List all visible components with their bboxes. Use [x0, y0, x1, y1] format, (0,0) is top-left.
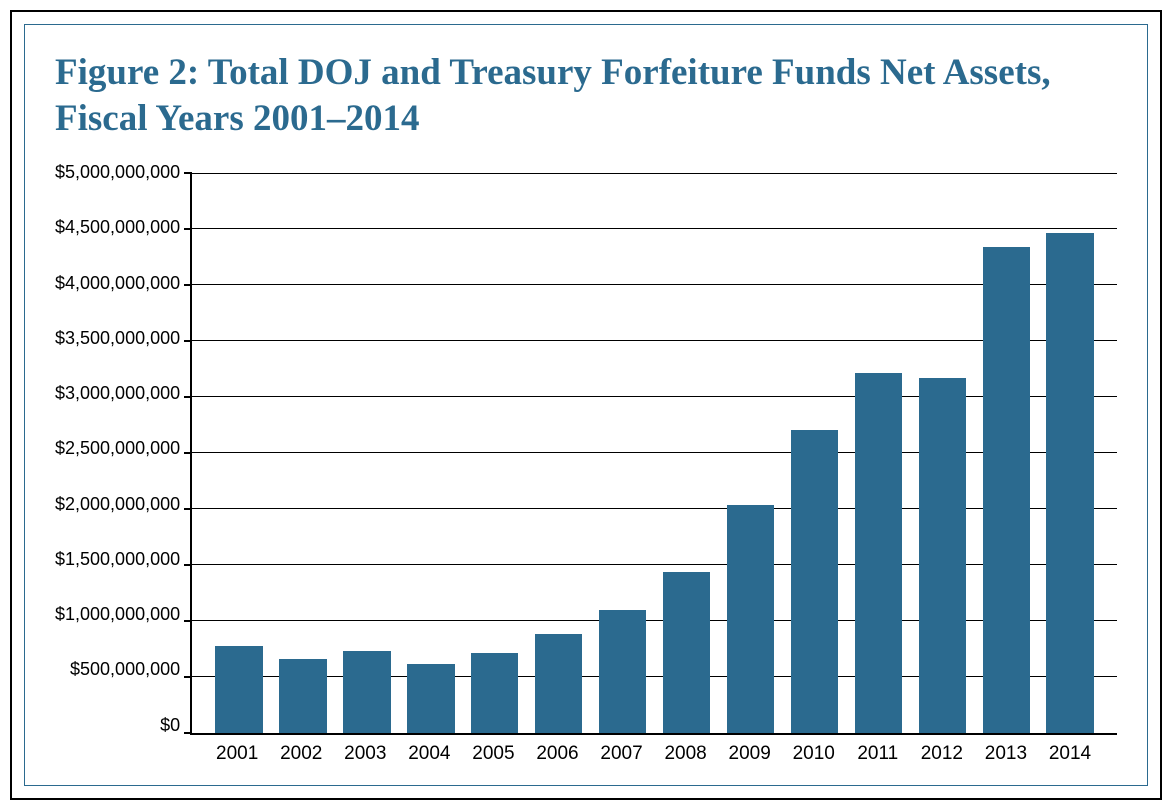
bar [407, 664, 454, 734]
x-axis-label: 2003 [333, 743, 397, 765]
bar [471, 653, 518, 733]
y-tick [184, 564, 192, 566]
x-axis-label: 2010 [782, 743, 846, 765]
x-axis-label: 2005 [461, 743, 525, 765]
x-axis-label: 2008 [654, 743, 718, 765]
bar-wrapper [1038, 173, 1102, 734]
plot-area [190, 173, 1117, 736]
y-tick [184, 732, 192, 734]
bar-wrapper [399, 173, 463, 734]
bar-wrapper [527, 173, 591, 734]
bar [919, 378, 966, 733]
bar [791, 430, 838, 733]
y-tick [184, 508, 192, 510]
bar-wrapper [207, 173, 271, 734]
x-axis-label: 2002 [269, 743, 333, 765]
y-tick [184, 228, 192, 230]
x-axis-label: 2006 [525, 743, 589, 765]
x-axis-label: 2012 [910, 743, 974, 765]
y-tick [184, 284, 192, 286]
bar-wrapper [655, 173, 719, 734]
y-tick [184, 172, 192, 174]
chart-area: $5,000,000,000$4,500,000,000$4,000,000,0… [55, 173, 1117, 766]
bar-wrapper [846, 173, 910, 734]
bar-wrapper [335, 173, 399, 734]
y-tick [184, 620, 192, 622]
x-axis-label: 2011 [846, 743, 910, 765]
bar-wrapper [463, 173, 527, 734]
y-axis-labels: $5,000,000,000$4,500,000,000$4,000,000,0… [55, 173, 190, 726]
x-axis-label: 2001 [205, 743, 269, 765]
inner-frame: Figure 2: Total DOJ and Treasury Forfeit… [24, 24, 1148, 786]
x-axis-label: 2007 [590, 743, 654, 765]
bar [215, 646, 262, 733]
bar-wrapper [974, 173, 1038, 734]
bar [535, 634, 582, 733]
bar-wrapper [910, 173, 974, 734]
bar-wrapper [591, 173, 655, 734]
outer-frame: Figure 2: Total DOJ and Treasury Forfeit… [10, 10, 1162, 800]
y-tick [184, 676, 192, 678]
bar [983, 247, 1030, 734]
bars-container [192, 173, 1117, 734]
bar-wrapper [782, 173, 846, 734]
bar [343, 651, 390, 733]
bar [727, 505, 774, 733]
bar [663, 572, 710, 733]
bar [279, 659, 326, 733]
y-tick [184, 452, 192, 454]
bar [855, 373, 902, 733]
x-axis-labels: 2001200220032004200520062007200820092010… [190, 735, 1117, 765]
x-axis-label: 2004 [397, 743, 461, 765]
x-axis-label: 2014 [1038, 743, 1102, 765]
bar-wrapper [719, 173, 783, 734]
y-tick [184, 396, 192, 398]
chart-title: Figure 2: Total DOJ and Treasury Forfeit… [55, 50, 1117, 143]
plot-wrapper: 2001200220032004200520062007200820092010… [190, 173, 1117, 766]
bar-wrapper [271, 173, 335, 734]
x-axis-label: 2009 [718, 743, 782, 765]
bar [599, 610, 646, 733]
bar [1046, 233, 1093, 733]
x-axis-label: 2013 [974, 743, 1038, 765]
y-tick [184, 340, 192, 342]
